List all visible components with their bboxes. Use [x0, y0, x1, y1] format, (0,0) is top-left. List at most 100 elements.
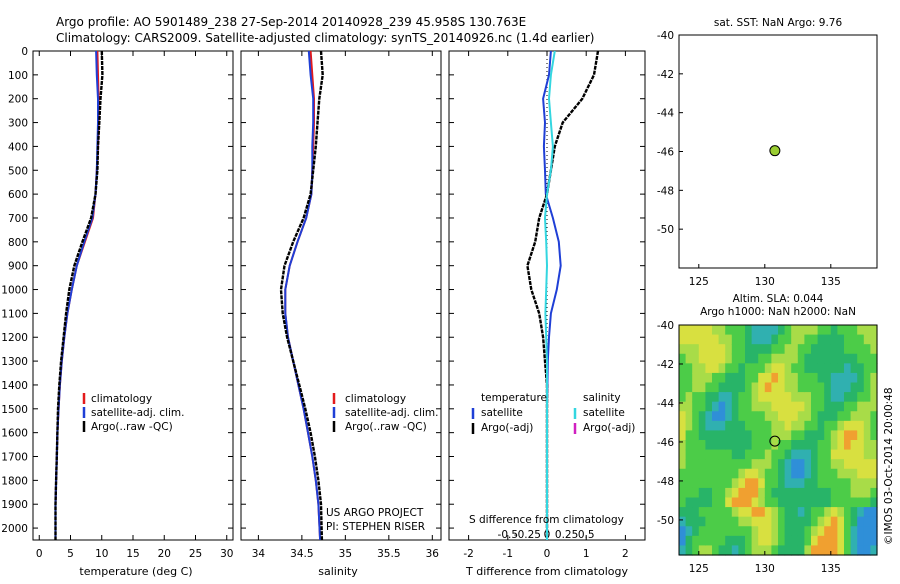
heatmap-cell — [857, 449, 865, 460]
heatmap-cell — [731, 497, 739, 508]
heatmap-cell — [698, 430, 706, 441]
heatmap-cell — [857, 382, 865, 393]
heatmap-cell — [738, 372, 746, 384]
heatmap-cell — [738, 430, 746, 441]
heatmap-cell — [718, 545, 726, 556]
heatmap-cell — [771, 430, 779, 441]
heatmap-cell — [870, 353, 878, 364]
heatmap-cell — [811, 545, 819, 556]
heatmap-cell — [811, 526, 819, 537]
heatmap-cell — [837, 487, 845, 499]
heatmap-cell — [824, 411, 832, 422]
heatmap-cell — [725, 440, 733, 451]
x-tick-label: 130 — [755, 276, 775, 288]
heatmap-cell — [778, 449, 786, 460]
heatmap-cell — [685, 459, 693, 470]
heatmap-cell — [745, 411, 753, 422]
heatmap-cell — [745, 478, 753, 489]
heatmap-cell — [850, 497, 858, 508]
heatmap-cell — [718, 353, 726, 364]
heatmap-cell — [725, 344, 733, 355]
panel-frame — [32, 50, 234, 541]
heatmap-cell — [771, 497, 779, 508]
heatmap-cell — [718, 468, 726, 479]
series-line-argo — [54, 50, 104, 540]
heatmap-cell — [824, 526, 832, 537]
heatmap-cell — [778, 382, 786, 393]
heatmap-cell — [685, 372, 693, 384]
x-tick-label: 20 — [158, 548, 171, 560]
heatmap-cell — [692, 411, 700, 422]
heatmap-cell — [712, 334, 720, 345]
heatmap-cell — [738, 545, 746, 556]
heatmap-cell — [725, 478, 733, 489]
heatmap-cell — [685, 363, 693, 374]
heatmap-cell — [738, 401, 746, 412]
heatmap-cell — [797, 449, 805, 460]
sal-legend-climatology: climatology — [345, 393, 406, 405]
heatmap-cell — [804, 478, 812, 489]
heatmap-cell — [804, 334, 812, 345]
heatmap-cell — [817, 334, 825, 345]
heatmap-cell — [692, 363, 700, 374]
heatmap-cell — [718, 344, 726, 355]
heatmap-cell — [850, 526, 858, 537]
heatmap-cell — [830, 468, 838, 479]
heatmap-cell — [797, 344, 805, 355]
heatmap-cell — [830, 478, 838, 489]
heatmap-cell — [685, 334, 693, 345]
heatmap-cell — [857, 478, 865, 489]
heatmap-cell — [797, 353, 805, 364]
heatmap-cell — [817, 325, 825, 336]
heatmap-cell — [837, 420, 845, 432]
heatmap-cell — [797, 392, 805, 403]
y-tick-label: 1000 — [1, 285, 28, 297]
heatmap-cell — [824, 545, 832, 556]
heatmap-cell — [804, 401, 812, 412]
heatmap-cell — [791, 382, 799, 393]
heatmap-cell — [830, 420, 838, 432]
heatmap-cell — [863, 334, 871, 345]
heatmap-cell — [863, 372, 871, 384]
heatmap-cell — [804, 516, 812, 527]
heatmap-cell — [830, 392, 838, 403]
heatmap-cell — [725, 449, 733, 460]
heatmap-cell — [824, 497, 832, 508]
heatmap-cell — [758, 459, 766, 470]
heatmap-cell — [712, 478, 720, 489]
heatmap-cell — [758, 392, 766, 403]
heatmap-cell — [791, 344, 799, 355]
heatmap-cell — [797, 325, 805, 336]
heatmap-cell — [824, 430, 832, 441]
heatmap-cell — [705, 535, 713, 547]
heatmap-cell — [844, 325, 852, 336]
heatmap-cell — [811, 372, 819, 384]
heatmap-cell — [698, 459, 706, 470]
heatmap-cell — [745, 535, 753, 547]
heatmap-cell — [850, 411, 858, 422]
heatmap-cell — [725, 372, 733, 384]
heatmap-cell — [738, 334, 746, 345]
heatmap-cell — [738, 363, 746, 374]
heatmap-cell — [824, 401, 832, 412]
heatmap-cell — [725, 507, 733, 518]
heatmap-cell — [751, 325, 759, 336]
heatmap-cell — [712, 420, 720, 432]
heatmap-cell — [784, 507, 792, 518]
heatmap-cell — [784, 401, 792, 412]
heatmap-cell — [850, 353, 858, 364]
heatmap-cell — [718, 535, 726, 547]
heatmap-cell — [751, 392, 759, 403]
heatmap-cell — [824, 382, 832, 393]
heatmap-cell — [830, 487, 838, 499]
heatmap-cell — [692, 545, 700, 556]
heatmap-cell — [830, 372, 838, 384]
heatmap-cell — [758, 334, 766, 345]
heatmap-cell — [811, 363, 819, 374]
heatmap-cell — [778, 420, 786, 432]
heatmap-cell — [830, 344, 838, 355]
y-tick-label: 400 — [8, 141, 28, 153]
heatmap-cell — [698, 478, 706, 489]
heatmap-cell — [764, 325, 772, 336]
series-line-satellite — [54, 50, 99, 540]
